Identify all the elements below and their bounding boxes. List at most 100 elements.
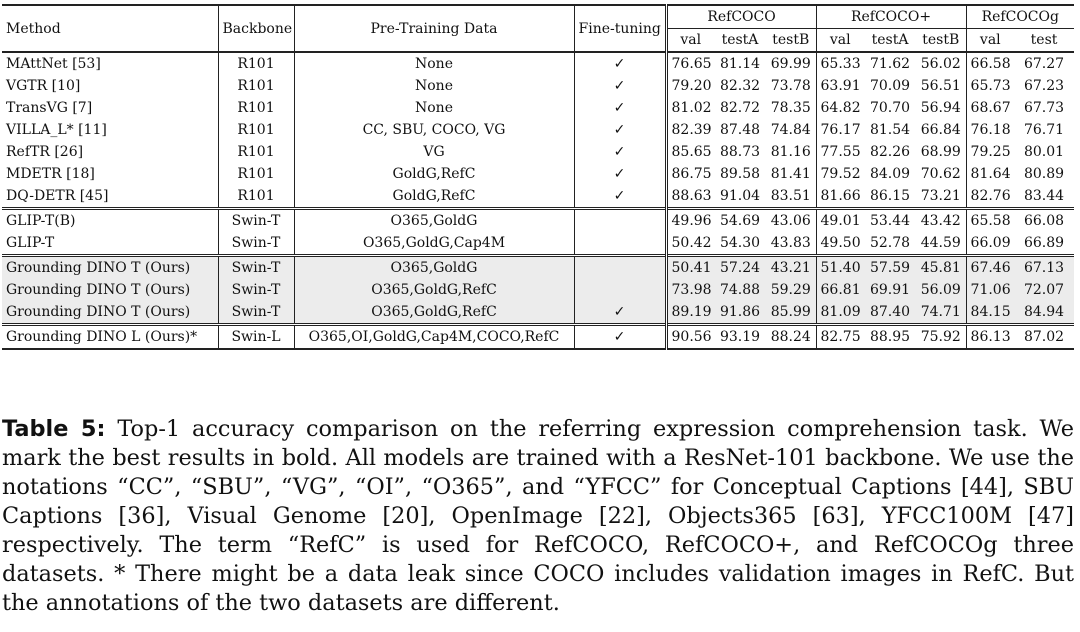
- cell-score: 72.07: [1014, 279, 1075, 301]
- cell-score: 49.01: [816, 207, 865, 232]
- cell-score: 90.56: [666, 323, 714, 350]
- cell-score: 50.41: [666, 254, 714, 279]
- cell-method: Grounding DINO L (Ours)*: [2, 323, 219, 350]
- cell-pretraining-data: O365,OI,GoldG,Cap4M,COCO,RefC: [294, 323, 575, 350]
- cell-score: 76.65: [666, 51, 714, 75]
- cell-finetuning: ✓: [574, 163, 668, 185]
- cell-score: 87.02: [1014, 323, 1075, 350]
- cell-score: 71.06: [966, 279, 1015, 301]
- cell-score: 77.55: [820, 144, 861, 160]
- cell-score: 63.91: [820, 78, 861, 94]
- cell-score: 56.09: [916, 279, 967, 301]
- cell-score: 65.73: [970, 78, 1011, 94]
- cell-score: 52.78: [869, 235, 911, 251]
- cell-score: 44.59: [916, 232, 967, 256]
- cell-backbone: Swin-T: [218, 254, 295, 279]
- cell-pretraining-data: VG: [294, 141, 575, 163]
- cell-method: Grounding DINO T (Ours): [2, 254, 219, 279]
- cell-pretraining-data: None: [294, 51, 575, 75]
- cell-pretraining-data: GoldG,RefC: [294, 185, 575, 209]
- cell-score: 68.99: [916, 141, 967, 163]
- header-pretraining: Pre-Training Data: [294, 4, 575, 52]
- cell-score: 65.58: [966, 207, 1015, 232]
- cell-finetuning: ✓: [574, 323, 668, 350]
- cell-score: 54.69: [714, 207, 766, 232]
- cell-score: 79.20: [671, 78, 712, 94]
- table-row: MAttNet [53] R101 None ✓ 76.65 81.14 69.99 65.3…: [2, 51, 1075, 75]
- header-group-refcoco-plus: RefCOCO+: [816, 4, 967, 29]
- table-body: MAttNet [53] R101 None ✓ 76.65 81.14 69.99 65.3…: [2, 51, 1075, 350]
- cell-score: 74.84: [766, 119, 817, 141]
- cell-score: 82.75: [816, 323, 865, 350]
- cell-score: 93.19: [714, 323, 766, 350]
- cell-backbone: R101: [218, 51, 295, 75]
- cell-score: 51.40: [816, 254, 865, 279]
- cell-method: DQ-DETR [45]: [2, 185, 219, 209]
- cell-score: 56.51: [916, 75, 967, 97]
- cell-score: 66.89: [1023, 235, 1065, 251]
- cell-score: 50.42: [671, 235, 712, 251]
- cell-score: 84.15: [966, 301, 1015, 325]
- cell-score: 45.81: [916, 254, 967, 279]
- table-header: Method Backbone Pre-Training Data Fine-t…: [2, 4, 1075, 52]
- subheader: test: [1030, 32, 1058, 48]
- cell-score: 56.94: [916, 97, 967, 119]
- cell-score: 86.13: [966, 323, 1015, 350]
- table-row: VGTR [10] R101 None ✓ 79.20 82.32 73.78 63.91 70…: [2, 75, 1074, 97]
- cell-score: 64.82: [820, 100, 861, 116]
- cell-score: 56.02: [916, 51, 967, 75]
- table-row: Grounding DINO T (Ours) Swin-T O365,GoldG,…: [2, 301, 1075, 325]
- cell-score: 73.21: [916, 185, 967, 209]
- cell-score: 75.92: [916, 323, 967, 350]
- cell-finetuning: ✓: [574, 51, 668, 75]
- cell-pretraining-data: None: [294, 75, 575, 97]
- cell-score: 76.17: [820, 122, 861, 138]
- header-finetuning: Fine-tuning: [574, 4, 668, 52]
- cell-method: VILLA_L* [11]: [2, 119, 219, 141]
- cell-finetuning: ✓: [574, 301, 668, 325]
- cell-score: 67.13: [1014, 254, 1075, 279]
- cell-finetuning: [574, 232, 668, 256]
- cell-pretraining-data: GoldG,RefC: [294, 163, 575, 185]
- cell-score: 85.65: [671, 144, 712, 160]
- cell-score: 69.99: [766, 51, 817, 75]
- cell-score: 81.54: [869, 122, 911, 138]
- caption-label: Table 5:: [2, 416, 106, 443]
- cell-score: 88.63: [671, 188, 712, 204]
- cell-score: 70.70: [869, 100, 911, 116]
- cell-pretraining-data: O365,GoldG,RefC: [294, 301, 575, 325]
- cell-score: 81.14: [714, 51, 766, 75]
- cell-method: TransVG [7]: [2, 97, 219, 119]
- caption-text: Top-1 accuracy comparison on the referri…: [2, 416, 1074, 617]
- cell-method: MDETR [18]: [2, 163, 219, 185]
- cell-score: 49.96: [666, 207, 714, 232]
- cell-score: 43.42: [916, 207, 967, 232]
- cell-method: Grounding DINO T (Ours): [2, 279, 219, 301]
- header-method: Method: [2, 4, 219, 52]
- cell-score: 82.76: [970, 188, 1011, 204]
- cell-finetuning: ✓: [574, 185, 668, 209]
- cell-score: 73.78: [766, 75, 817, 97]
- cell-score: 82.72: [719, 100, 761, 116]
- cell-finetuning: ✓: [574, 119, 668, 141]
- subheader: val: [680, 32, 702, 48]
- cell-score: 66.81: [816, 279, 865, 301]
- subheader: val: [829, 32, 851, 48]
- cell-score: 76.18: [970, 122, 1011, 138]
- cell-score: 82.32: [719, 78, 761, 94]
- cell-score: 79.52: [820, 166, 861, 182]
- cell-score: 80.01: [1023, 144, 1065, 160]
- cell-score: 84.94: [1014, 301, 1075, 325]
- cell-backbone: Swin-T: [218, 207, 295, 232]
- cell-score: 66.84: [916, 119, 967, 141]
- cell-backbone: R101: [218, 185, 295, 209]
- cell-score: 80.89: [1023, 166, 1065, 182]
- subheader: testB: [916, 28, 967, 52]
- cell-pretraining-data: O365,GoldG: [294, 254, 575, 279]
- cell-score: 81.41: [766, 163, 817, 185]
- cell-score: 82.26: [869, 144, 911, 160]
- cell-score: 76.71: [1023, 122, 1065, 138]
- cell-score: 49.50: [820, 235, 861, 251]
- cell-score: 73.98: [666, 279, 714, 301]
